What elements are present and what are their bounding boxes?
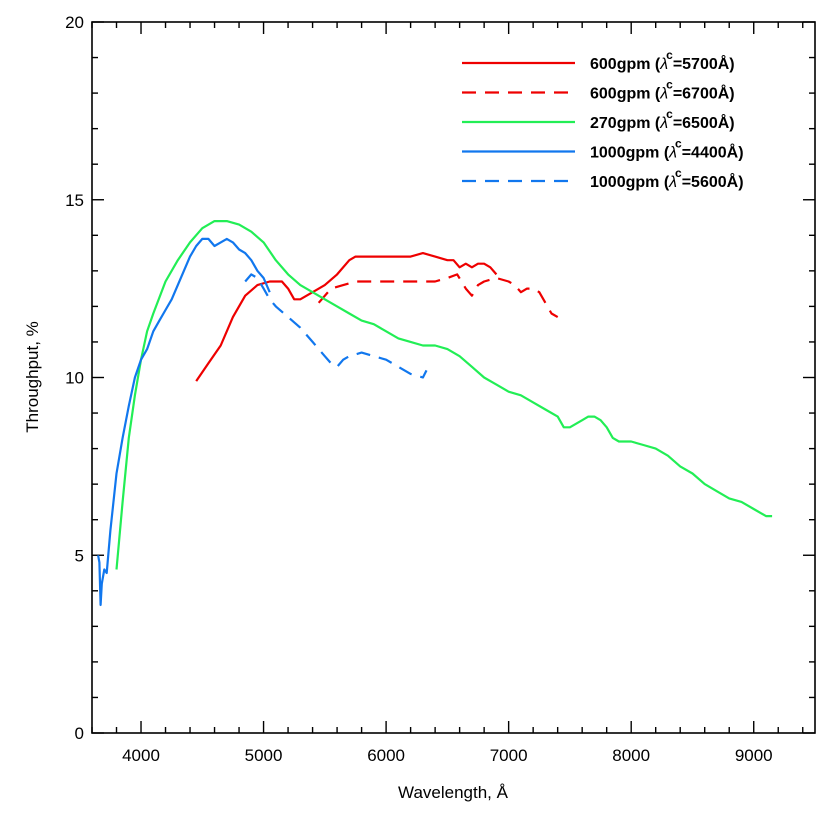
x-tick-label: 4000 (122, 746, 160, 765)
x-axis-ticks: 4000 5000 6000 7000 8000 9000 (91, 22, 804, 765)
series-line-5 (244, 273, 428, 379)
y-axis-ticks: 0 5 10 15 20 (65, 13, 815, 743)
legend-label-4: 1000gpm (λc=4400Å) (590, 137, 744, 162)
y-tick-label: 15 (65, 191, 84, 210)
series-line-3 (115, 220, 773, 570)
x-axis-label: Wavelength, Å (398, 783, 509, 802)
x-tick-label: 9000 (735, 746, 773, 765)
y-tick-label: 0 (75, 724, 84, 743)
legend-label-2: 600gpm (λc=6700Å) (590, 78, 735, 103)
series-layer (97, 220, 773, 607)
y-tick-label: 20 (65, 13, 84, 32)
series-line-1 (195, 252, 498, 382)
legend-label-3: 270gpm (λc=6500Å) (590, 107, 735, 132)
y-tick-label: 10 (65, 369, 84, 388)
series-line-2 (317, 273, 559, 319)
series-line-4 (97, 237, 271, 607)
x-tick-label: 7000 (490, 746, 528, 765)
y-tick-label: 5 (75, 546, 84, 565)
x-tick-label: 8000 (612, 746, 650, 765)
x-tick-label: 6000 (367, 746, 405, 765)
legend: 600gpm (λc=5700Å) 600gpm (λc=6700Å) 270gpm… (462, 48, 744, 191)
legend-label-5: 1000gpm (λc=5600Å) (590, 166, 744, 191)
legend-label-1: 600gpm (λc=5700Å) (590, 48, 735, 73)
y-axis-label: Throughput, % (23, 321, 42, 433)
x-tick-label: 5000 (245, 746, 283, 765)
